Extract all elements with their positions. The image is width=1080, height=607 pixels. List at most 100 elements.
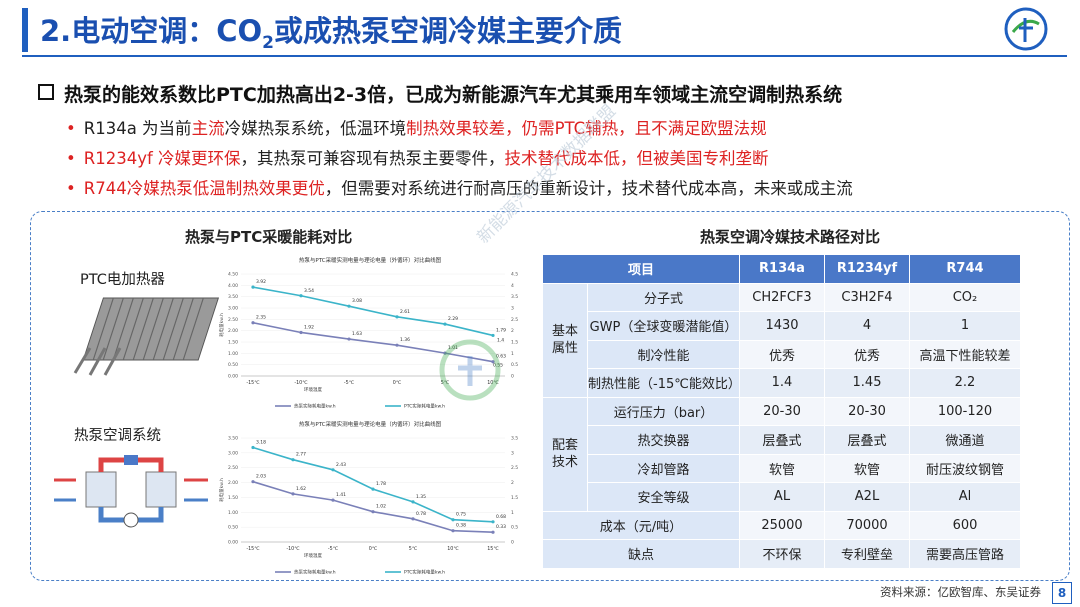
title-accent-bar [22,8,28,52]
chart-outer-circulation: 热泵与PTC采暖实测电量与理论电量（外循环）对比曲线图 0.00 0 0.50 0.5 1… [218,256,518,410]
data-label: 1.36 [400,337,410,343]
y2-tick-label: 2.5 [511,465,518,471]
y-tick-label: 3.00 [228,450,238,456]
table-row-label: 冷却管路 [587,453,740,483]
data-point [331,468,335,472]
data-point [251,285,255,289]
y2-tick-label: 4.5 [511,272,518,278]
y-tick-label: 3.50 [228,294,238,300]
data-point [347,337,351,341]
y-axis-label: 耗电量kw.h [218,313,225,337]
table-cell: 1 [909,311,1021,341]
x-tick-label: -5℃ [344,380,355,386]
data-label: 2.29 [448,316,458,322]
data-label: 1.01 [448,345,458,351]
data-label: 3.18 [256,440,266,446]
table-cell: AL [739,482,825,512]
table-cell: 层叠式 [739,425,825,455]
y-tick-label: 2.00 [228,328,238,334]
page-number: 8 [1052,582,1072,604]
data-label: 1.79 [496,327,506,333]
right-section-title: 热泵空调冷媒技术路径对比 [700,228,881,246]
y-tick-label: 0.00 [228,374,238,380]
data-label: 0.68 [496,514,506,520]
data-point [395,343,399,347]
data-label: 3.54 [304,288,314,294]
table-header-cell: R1234yf [824,254,910,284]
data-label: 1.62 [296,486,306,492]
y2-tick-label: 1 [511,510,514,516]
table-row-label: 制热性能（-15℃能效比） [587,368,741,398]
y2-tick-label: 4 [511,283,514,289]
chart-title: 热泵与PTC采暖实测电量与理论电量（内循环）对比曲线图 [299,420,442,428]
table-cell: 4 [824,311,910,341]
data-label: 2.77 [296,452,306,458]
table-cell: 软管 [739,453,825,483]
data-label: 3.08 [352,298,362,304]
x-tick-label: 15℃ [487,546,499,552]
y-tick-label: 0.00 [228,540,238,546]
table-cell: A2L [824,482,910,512]
data-point [491,333,495,338]
slide-title: 2.电动空调：CO2或成热泵空调冷媒主要介质 [40,14,622,53]
data-label: 1.02 [376,504,386,510]
table-header-row: 项目 R134a R1234yf R744 [542,254,1021,284]
data-label: 2.35 [256,315,266,321]
y-tick-label: 3.00 [228,306,238,312]
data-label: 1.92 [304,324,314,330]
main-bullet: 热泵的能效系数比PTC加热高出2-3倍，已成为新能源汽车尤其乘用车领域主流空调制… [38,80,842,107]
table-cell: 不环保 [739,539,825,569]
data-point [491,360,495,364]
data-point [371,510,375,514]
x-tick-label: -10℃ [286,546,300,552]
y2-tick-label: 3.5 [511,436,518,442]
table-group-cell: 配套 技术 [542,396,588,512]
data-label: 0.33 [496,524,506,530]
table-group-cell: 基本 属性 [542,282,588,398]
x-tick-label: -5℃ [328,546,339,552]
y-axis-label: 耗电量kw.h [218,478,225,502]
table-row: 成本（元/吨） 25000 70000 600 [542,510,1021,540]
source-note: 资料来源：亿欧智库、东吴证券 [880,585,1041,599]
series-line [252,286,494,337]
table-cell: CH2FCF3 [739,282,825,312]
watermark-logo-icon [439,339,501,401]
table-cell: 20-30 [739,396,825,426]
data-label: 0.63 [496,354,506,360]
heat-pump-label: 热泵空调系统 [74,428,161,444]
header-rule [22,55,1067,57]
table-cell: 1.4 [739,368,825,398]
table-row: 配套 技术 运行压力（bar） 20-30 20-30 100-120 [542,396,1021,512]
x-axis-label: 环境温度 [304,386,322,393]
legend-label: PTC实际耗电量kw.h [404,403,445,410]
table-cell: 软管 [824,453,910,483]
comparison-panel [30,211,1070,581]
data-point [443,351,447,355]
table-row-label: 分子式 [587,282,740,312]
table-header-cell: R134a [739,254,825,284]
table-row: GWP（全球变暖潜能值） 1430 4 1 [543,311,1021,341]
data-point [347,304,351,308]
x-tick-label: 0℃ [369,546,378,552]
table-cell: C3H2F4 [824,282,910,312]
x-tick-label: 5℃ [409,546,418,552]
y-tick-label: 1.50 [228,495,238,501]
table-row-label: 制冷性能 [587,339,740,369]
checkbox-square-icon [38,84,54,100]
table-cell: 70000 [824,510,910,540]
data-label: 2.03 [256,474,266,480]
table-row-label: 缺点 [542,539,740,569]
y-tick-label: 0.50 [228,362,238,368]
table-cell: 25000 [739,510,825,540]
y-tick-label: 1.00 [228,351,238,357]
x-tick-label: -15℃ [246,546,260,552]
x-tick-label: 5℃ [441,380,450,386]
refrigerant-comparison-table: 项目 R134a R1234yf R744 基本 属性 分子式 CH2FCF3 C3H2F4 CO… [542,254,1021,569]
y-tick-label: 1.00 [228,510,238,516]
table-row-label: 安全等级 [587,482,740,512]
y2-tick-label: 2 [511,328,514,334]
heat-pump-diagram-image [54,455,208,528]
y2-tick-label: 0 [511,374,514,380]
data-label: 0.75 [456,512,466,518]
data-point [291,492,295,496]
